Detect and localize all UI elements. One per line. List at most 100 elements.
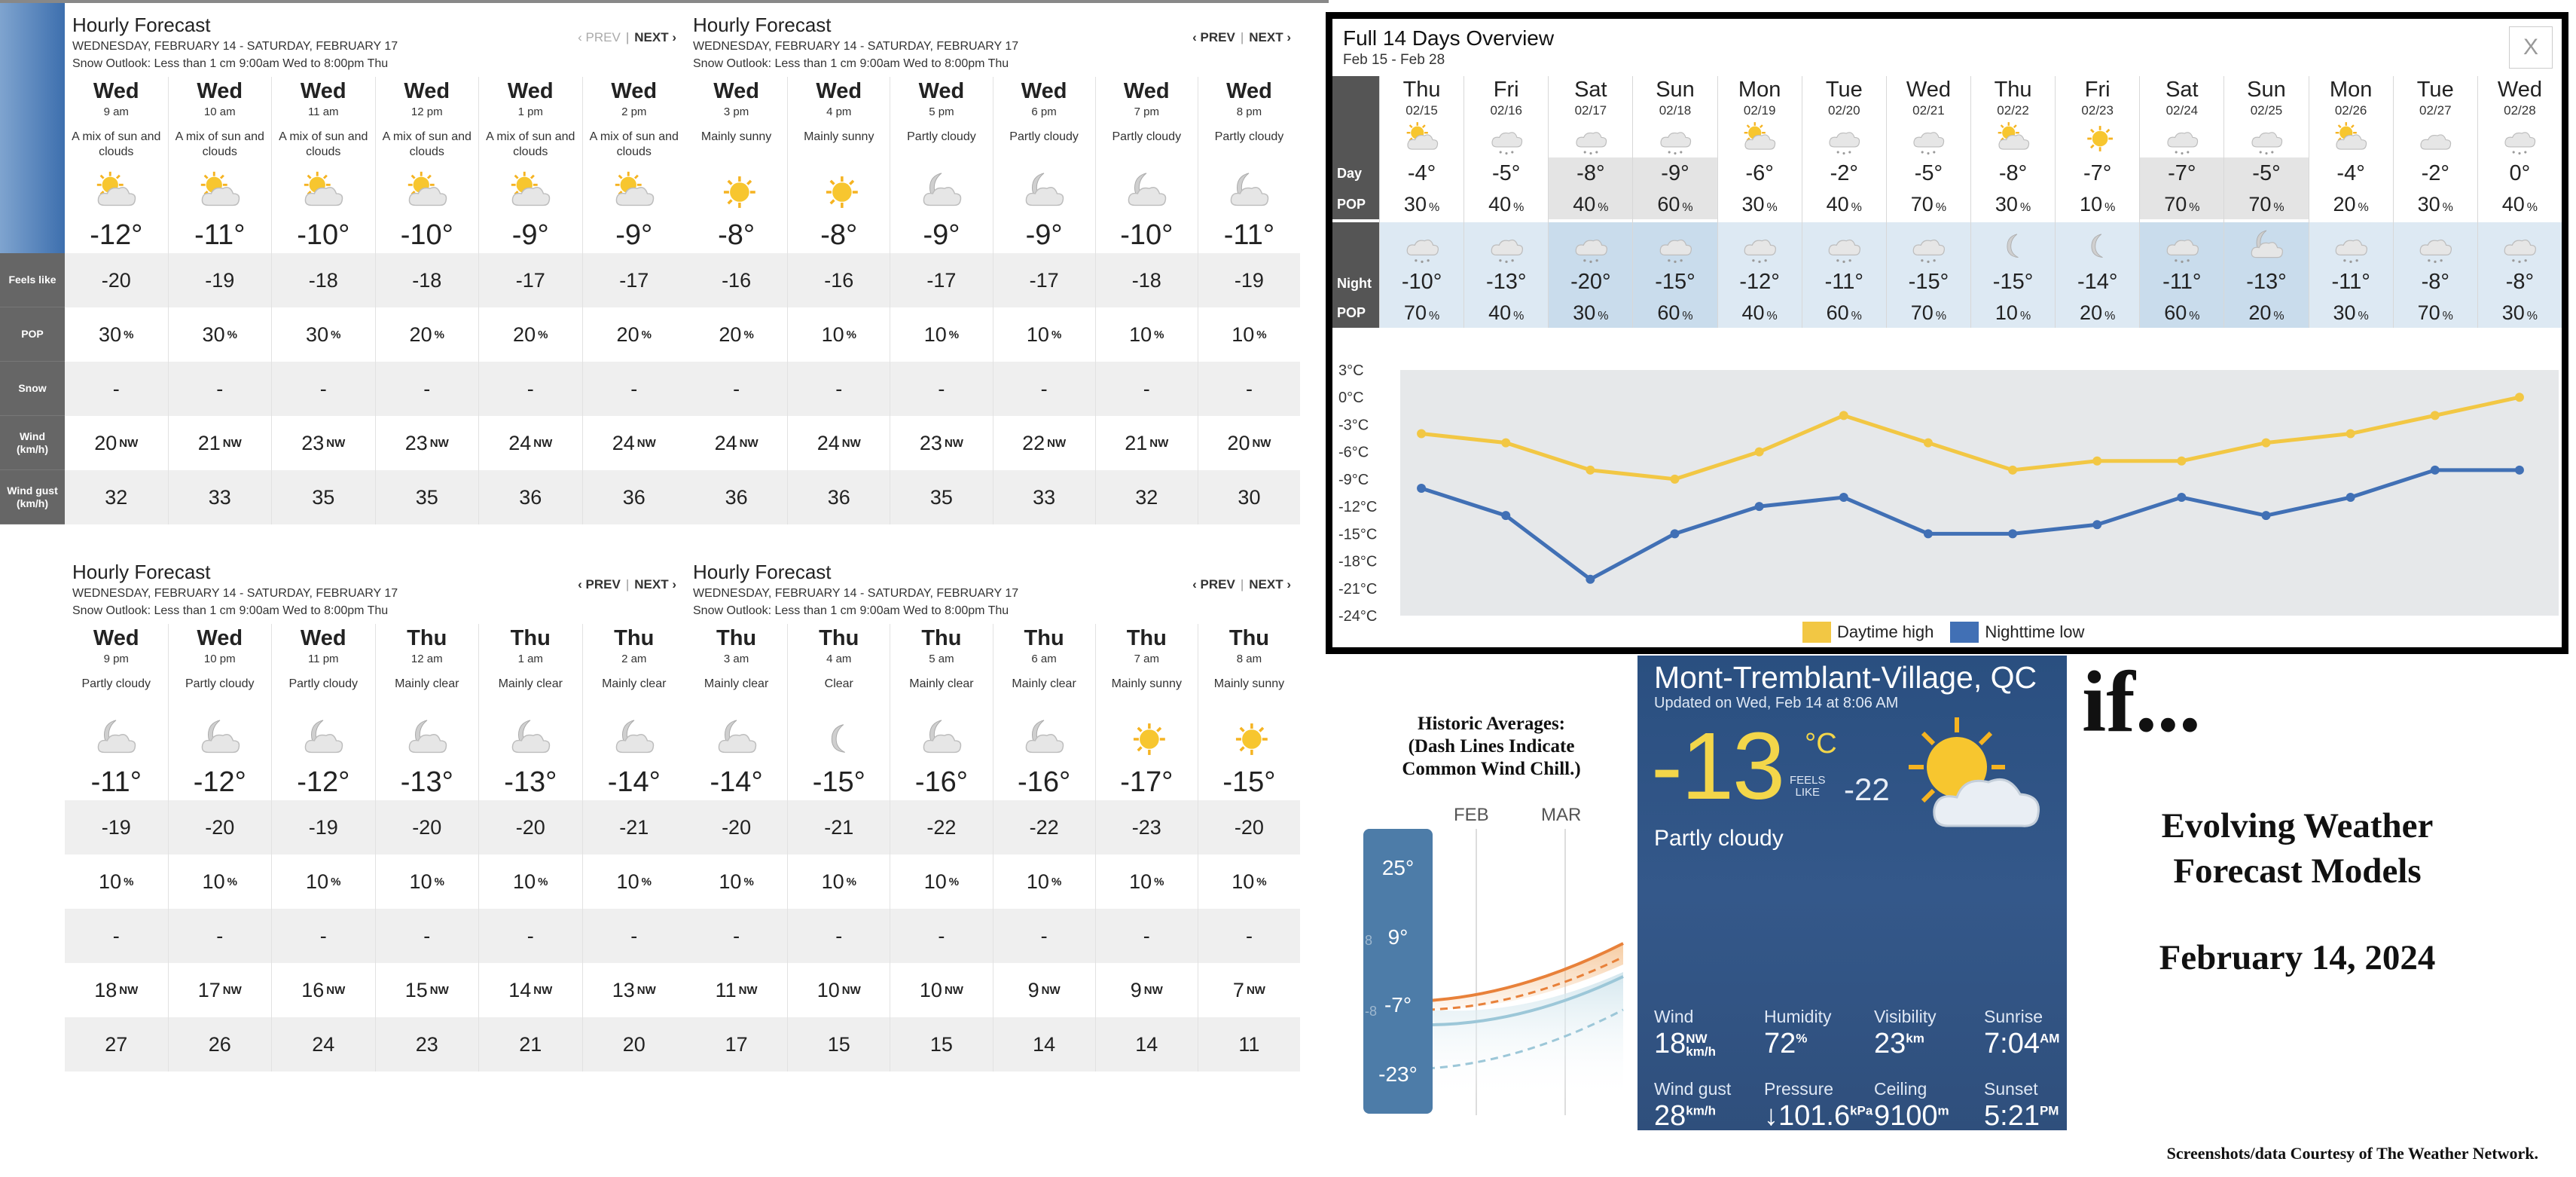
day-high: -5° xyxy=(1464,157,1549,189)
day-pop-number: 70 xyxy=(1910,193,1934,216)
wind-gust-value: 36 xyxy=(479,470,582,524)
pop-number: 10 xyxy=(719,870,742,893)
snow-value: - xyxy=(65,362,168,416)
pop-value: 10% xyxy=(1096,854,1198,909)
snow-cloud-icon xyxy=(2478,120,2562,157)
overview-date: 02/16 xyxy=(1490,103,1522,118)
hour-time: 12 pm xyxy=(411,105,443,118)
city-name: Mont-Tremblant-Village, QC xyxy=(1654,660,2037,695)
pop-unit: % xyxy=(227,328,237,341)
overview-day-name: Fri xyxy=(2084,78,2111,102)
sun-cloud-icon xyxy=(479,167,582,217)
prev-button[interactable]: ‹ PREV xyxy=(1192,577,1235,592)
pop-unit: % xyxy=(1766,310,1778,323)
hour-day: Wed xyxy=(93,626,139,650)
overview-day-column: Mon 02/19 -6° 30% -12° 40% xyxy=(1717,76,1802,328)
overview-label-spacer xyxy=(1332,76,1379,157)
snow-value: - xyxy=(1198,909,1300,963)
pop-unit: % xyxy=(2273,201,2285,214)
next-button[interactable]: NEXT › xyxy=(634,577,676,592)
chart-legend: Daytime high Nighttime low xyxy=(1802,622,2084,643)
pop-value: 10% xyxy=(376,854,479,909)
hour-day: Wed xyxy=(1123,79,1170,103)
snow-cloud-icon xyxy=(2224,120,2308,157)
snow-value: - xyxy=(890,909,993,963)
hour-condition: Clear xyxy=(824,677,853,690)
overview-range: Feb 15 - Feb 28 xyxy=(1343,52,1445,68)
current-temperature: -13 xyxy=(1651,713,1785,819)
pop-unit: % xyxy=(1256,328,1267,341)
hour-column: Thu 3 am Mainly clear -14° -20 10% -11 NW 17 xyxy=(685,624,788,1072)
pop-value: 10% xyxy=(479,854,582,909)
data-point xyxy=(2514,465,2524,475)
snow-cloud-icon xyxy=(2477,222,2562,266)
sun-cloud-icon xyxy=(1903,713,2046,841)
next-button[interactable]: NEXT › xyxy=(1249,30,1291,44)
wind-value: 21 NW xyxy=(1096,416,1198,470)
data-point xyxy=(1670,529,1680,539)
wind-value: 14 NW xyxy=(479,963,582,1017)
next-button[interactable]: NEXT › xyxy=(634,30,676,44)
wind-speed: 15 xyxy=(404,978,428,1001)
day-label: Day xyxy=(1332,157,1379,189)
snow-cloud-icon xyxy=(2140,222,2224,266)
nav-separator: | xyxy=(1240,30,1244,44)
panel-title: Hourly Forecast xyxy=(693,561,832,583)
stat-value: 28km/h xyxy=(1654,1100,1716,1130)
wind-gust-value: 36 xyxy=(788,470,890,524)
overview-panel: Full 14 Days Overview Feb 15 - Feb 28 X … xyxy=(1326,12,2568,654)
prev-button[interactable]: ‹ PREV xyxy=(578,30,621,44)
snow-cloud-icon xyxy=(1886,222,1970,266)
pop-value: 10% xyxy=(65,854,168,909)
wind-gust-value: 11 xyxy=(1198,1017,1300,1072)
wind-value: 20 NW xyxy=(65,416,168,470)
legend-swatch-high xyxy=(1802,622,1831,643)
pop-unit: % xyxy=(743,328,754,341)
next-button[interactable]: NEXT › xyxy=(1249,577,1291,592)
overview-date: 02/19 xyxy=(1743,103,1776,118)
wind-direction: NW xyxy=(739,436,758,450)
hour-column: Wed 12 pm A mix of sun and clouds -10° -18 20… xyxy=(374,77,478,524)
wind-speed: 10 xyxy=(919,978,942,1001)
overview-day-column: Sun 02/18 -9° 60% -15° 60% xyxy=(1632,76,1717,328)
pop-unit: % xyxy=(331,328,341,341)
pop-number: 30 xyxy=(306,323,329,346)
snow-outlook: Snow Outlook: Less than 1 cm 9:00am Wed … xyxy=(72,604,389,617)
night-low: -8° xyxy=(2477,266,2562,298)
moon-icon xyxy=(1970,222,2056,266)
wind-gust-value: 35 xyxy=(890,470,993,524)
wind-direction: NW xyxy=(429,436,449,450)
wind-speed: 22 xyxy=(1022,431,1045,454)
overview-title: Full 14 Days Overview xyxy=(1343,26,1555,50)
day-high: -5° xyxy=(1886,157,1970,189)
night-pop: 70% xyxy=(1886,298,1970,328)
pop-unit: % xyxy=(124,328,134,341)
night-pop: 70% xyxy=(1380,298,1464,328)
night-pop: 20% xyxy=(2056,298,2140,328)
wind-value: 9 NW xyxy=(993,963,1095,1017)
overview-date: 02/17 xyxy=(1574,103,1607,118)
feels-like-value: -20 xyxy=(375,800,478,854)
prev-button[interactable]: ‹ PREV xyxy=(1192,30,1235,44)
close-button[interactable]: X xyxy=(2509,26,2553,69)
snow-value: - xyxy=(993,362,1095,416)
sun-cloud-icon xyxy=(583,167,686,217)
overview-divider xyxy=(1549,219,1633,222)
wind-speed: 24 xyxy=(612,431,635,454)
prev-button[interactable]: ‹ PREV xyxy=(578,577,621,592)
stat-number: 23 xyxy=(1874,1028,1906,1059)
pop-unit: % xyxy=(2189,201,2200,214)
snow-value: - xyxy=(65,909,168,963)
snow-value: - xyxy=(890,362,993,416)
wind-gust-value: 17 xyxy=(685,1017,788,1072)
night-low: -15° xyxy=(1970,266,2056,298)
pop-number: 10 xyxy=(923,323,947,346)
wind-value: 16 NW xyxy=(272,963,375,1017)
stat-value: 7:04AM xyxy=(1984,1028,2059,1060)
panel-date-range: WEDNESDAY, FEBRUARY 14 - SATURDAY, FEBRU… xyxy=(693,40,1019,53)
row-label: POP xyxy=(0,307,65,362)
current-conditions-card: Mont-Tremblant-Village, QC Updated on We… xyxy=(1637,656,2067,1130)
hour-time: 6 am xyxy=(1031,653,1057,665)
pop-unit: % xyxy=(124,875,134,888)
feels-like-label-line: LIKE xyxy=(1795,786,1821,799)
